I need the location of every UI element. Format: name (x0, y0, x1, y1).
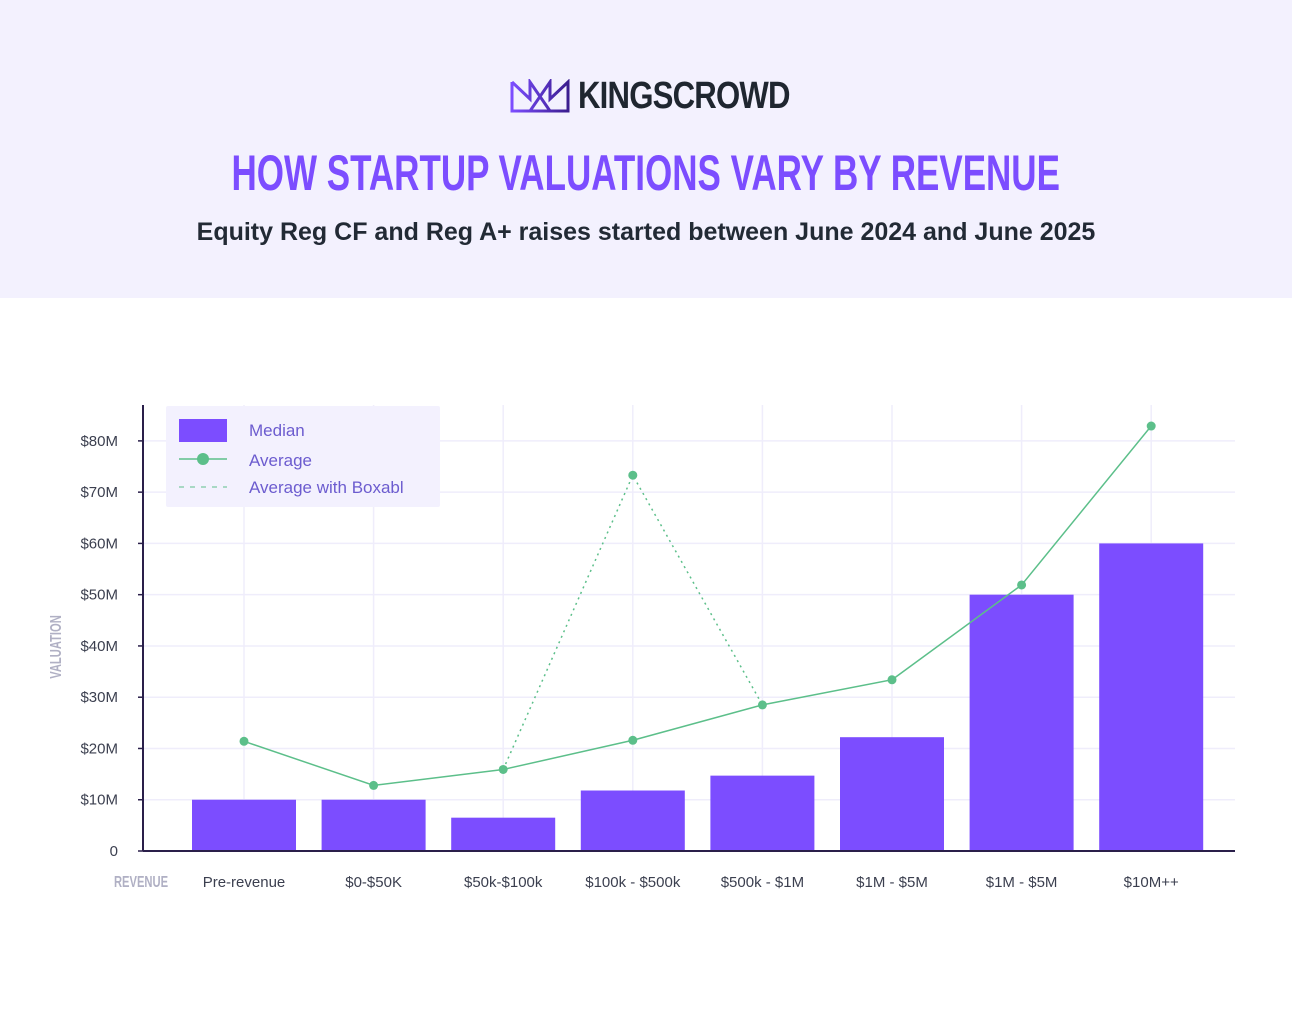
crown-logo-icon (510, 79, 570, 113)
legend-average-label: Average (249, 451, 312, 470)
bar-median (192, 799, 296, 851)
point-average (887, 675, 897, 685)
point-average (369, 780, 379, 790)
bar-median (969, 594, 1074, 851)
y-tick-label: $60M (80, 535, 118, 552)
point-average (628, 735, 638, 745)
x-tick-label: $50k-$100k (464, 874, 543, 891)
point-average (1146, 421, 1156, 431)
logo-text: KINGSCROWD (578, 74, 790, 117)
x-tick-label: $0-$50K (345, 874, 402, 891)
y-tick-label: 0 (110, 843, 118, 860)
x-tick-label: $100k - $500k (585, 874, 681, 891)
x-axis-label: REVENUE (114, 872, 168, 891)
point-average (757, 700, 767, 710)
point-average (498, 764, 508, 774)
point-average (1017, 580, 1027, 590)
y-tick-label: $80M (80, 433, 118, 450)
legend-average-marker (197, 453, 209, 465)
x-tick-label: $1M - $5M (986, 874, 1058, 891)
bar-median (710, 775, 815, 851)
logo: KINGSCROWD (510, 74, 836, 117)
x-tick-label: $500k - $1M (721, 874, 804, 891)
line-average (243, 425, 1152, 787)
legend-median-label: Median (249, 421, 305, 440)
y-tick-label: $30M (80, 689, 118, 706)
bar-median (1099, 543, 1204, 851)
y-tick-label: $10M (80, 792, 118, 809)
legend-median-swatch (179, 419, 227, 442)
y-tick-label: $40M (80, 638, 118, 655)
x-tick-label: $1M - $5M (856, 874, 928, 891)
y-axis-label: VALUATION (46, 615, 65, 679)
x-tick-label: $10M++ (1124, 874, 1179, 891)
legend-boxabl-label: Average with Boxabl (249, 478, 404, 497)
page-title-text: HOW STARTUP VALUATIONS VARY BY REVENUE (231, 145, 1061, 201)
bar-median (451, 817, 556, 851)
point-average (239, 736, 249, 746)
x-tick-label: Pre-revenue (203, 874, 286, 891)
point-average-with-boxabl (628, 470, 638, 480)
page-subtitle: Equity Reg CF and Reg A+ raises started … (196, 218, 1096, 246)
header: KINGSCROWD HOW STARTUP VALUATIONS VARY B… (0, 0, 1292, 298)
bar-median (840, 737, 944, 851)
y-tick-label: $20M (80, 740, 118, 757)
y-tick-label: $70M (80, 484, 118, 501)
page-title: HOW STARTUP VALUATIONS VARY BY REVENUE (0, 144, 1292, 202)
bar-median (321, 799, 426, 851)
y-tick-label: $50M (80, 587, 118, 604)
bar-median (580, 790, 685, 851)
legend: Median Average Average with Boxabl (166, 406, 440, 507)
